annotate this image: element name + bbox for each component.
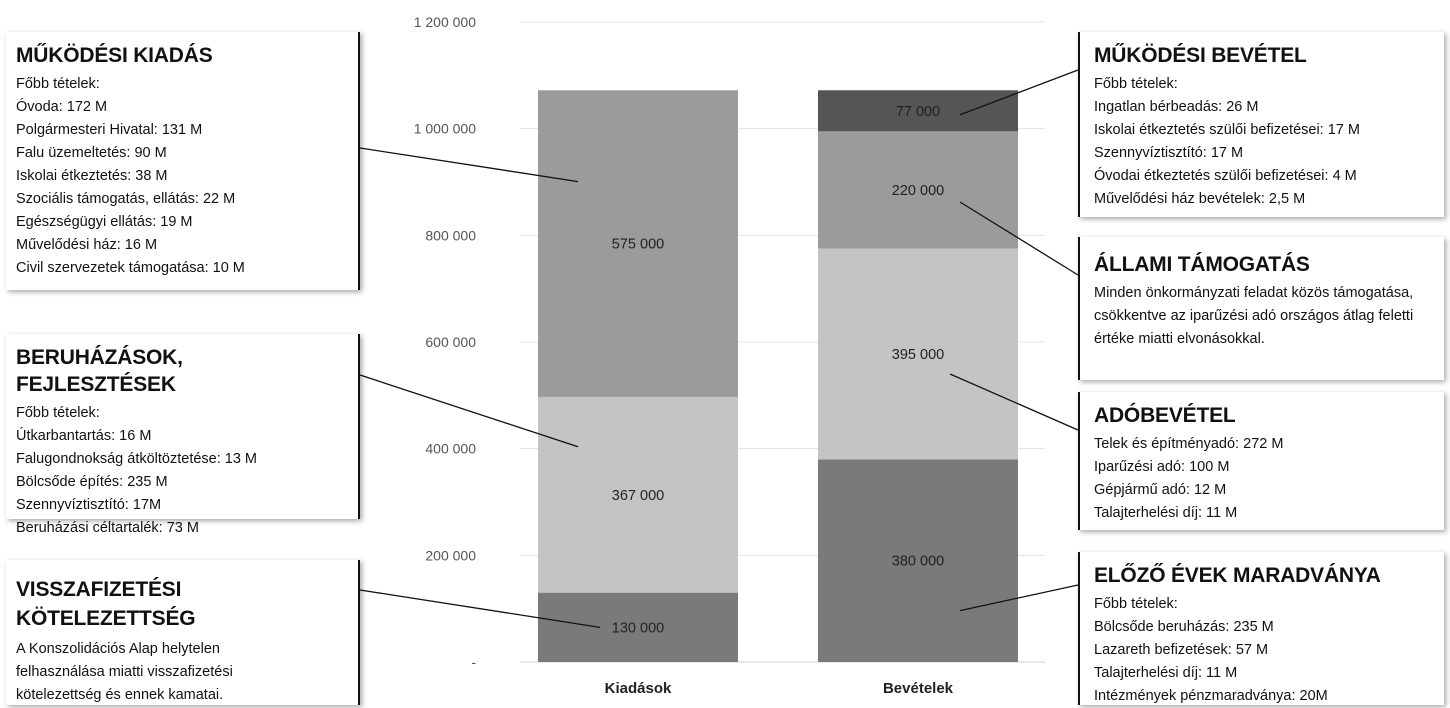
box-line: Iparűzési adó: 100 M: [1094, 459, 1230, 475]
connector-line: [949, 373, 1079, 431]
box-line: Művelődési ház bevételek: 2,5 M: [1094, 191, 1306, 207]
box-line: Bölcsőde beruházás: 235 M: [1094, 619, 1274, 635]
box-title: MŰKÖDÉSI BEVÉTEL: [1094, 44, 1307, 67]
box-line: Főbb tételek:: [1094, 76, 1178, 92]
box-line: Lazareth befizetések: 57 M: [1094, 642, 1269, 658]
box-lines: Főbb tételek: Ingatlan bérbeadás: 26 M Isk…: [1094, 73, 1436, 211]
box-line: Ingatlan bérbeadás: 26 M: [1094, 99, 1259, 115]
box-lines: Főbb tételek: Útkarbantartás: 16 M Falugon…: [16, 402, 344, 540]
visszafizetesi-box: VISSZAFIZETÉSI KÖTELEZETTSÉG A Konszolid…: [6, 560, 360, 705]
y-tick-label: 800 000: [425, 227, 476, 243]
box-title-line1: VISSZAFIZETÉSI: [16, 578, 182, 601]
bar-segment: [818, 90, 1018, 132]
box-line: Óvodai étkeztetés szülői befizetései: 4 …: [1094, 168, 1357, 184]
bars: 130 000 367 000 575 000 380 000 395 000 220 0…: [538, 90, 1018, 662]
connector-line: [359, 147, 579, 183]
data-label: 77 000: [896, 104, 940, 120]
y-axis-ticks: 1 200 000 1 000 000 800 000 600 000 400 000 2…: [414, 14, 477, 670]
mukodesi-kiadas-box: MŰKÖDÉSI KIADÁS Főbb tételek: Óvoda: 172 …: [6, 32, 360, 290]
connector-line: [959, 584, 1079, 612]
box-text: A Konszolidációs Alap helytelen felhaszn…: [16, 641, 233, 703]
y-tick-label: 400 000: [425, 441, 476, 457]
box-line: Óvoda: 172 M: [16, 99, 108, 115]
data-label: 380 000: [892, 554, 944, 570]
box-line: Bölcsőde építés: 235 M: [16, 474, 168, 490]
box-line: Iskolai étkeztetés szülői befizetései: 1…: [1094, 122, 1360, 138]
box-line: Szennyvíztisztító: 17 M: [1094, 145, 1244, 161]
box-line: Szennyvíztisztító: 17M: [16, 497, 162, 513]
box-text: Minden önkormányzati feladat közös támog…: [1094, 285, 1414, 347]
connector-line: [359, 589, 601, 628]
box-title: ELŐZŐ ÉVEK MARADVÁNYA: [1094, 564, 1381, 587]
data-label: 575 000: [612, 237, 664, 253]
box-title: BERUHÁZÁSOK, FEJLESZTÉSEK: [16, 346, 183, 396]
allami-tamogatas-box: ÁLLAMI TÁMOGATÁS Minden önkormányzati fe…: [1078, 237, 1444, 380]
box-line: Szociális támogatás, ellátás: 22 M: [16, 191, 236, 207]
connector-line: [959, 69, 1079, 116]
box-lines: Főbb tételek: Óvoda: 172 M Polgármesteri H…: [16, 73, 344, 280]
bar-segment: [818, 248, 1018, 460]
data-label: 130 000: [612, 620, 664, 636]
box-line: Civil szervezetek támogatása: 10 M: [16, 260, 245, 276]
elozo-evek-box: ELŐZŐ ÉVEK MARADVÁNYA Főbb tételek: Bölcs…: [1078, 552, 1444, 705]
y-tick-label: 1 200 000: [414, 14, 476, 30]
bar-segment: [818, 459, 1018, 662]
beruhazasok-box: BERUHÁZÁSOK, FEJLESZTÉSEK Főbb tételek: Ú…: [6, 334, 360, 536]
connector-line: [959, 201, 1079, 276]
bar-segment: [538, 396, 738, 593]
box-line: Művelődési ház: 16 M: [16, 237, 158, 253]
category-label: Bevételek: [883, 680, 954, 697]
box-line: Polgármesteri Hivatal: 131 M: [16, 122, 203, 138]
category-labels: Kiadások Bevételek: [605, 680, 954, 697]
box-line: Főbb tételek:: [16, 76, 100, 92]
box-line: Gépjármű adó: 12 M: [1094, 482, 1227, 498]
bar-segment: [818, 131, 1018, 249]
connector-lines: [359, 69, 1079, 628]
box-line: Főbb tételek:: [16, 405, 100, 421]
data-label: 395 000: [892, 347, 944, 363]
box-line: Beruházási céltartalék: 73 M: [16, 520, 199, 536]
data-label: 367 000: [612, 488, 664, 504]
box-title: ADÓBEVÉTEL: [1094, 404, 1236, 427]
box-title-line2: KÖTELEZETTSÉG: [16, 607, 196, 630]
box-line: Talajterhelési díj: 11 M: [1094, 505, 1238, 521]
box-lines: Főbb tételek: Bölcsőde beruházás: 235 M La…: [1094, 593, 1436, 708]
box-lines: Telek és építményadó: 272 M Iparűzési adó…: [1094, 433, 1436, 525]
adobevetel-box: ADÓBEVÉTEL Telek és építményadó: 272 M Ip…: [1078, 392, 1444, 530]
box-line: Intézmények pénzmaradványa: 20M: [1094, 688, 1328, 704]
box-title: ÁLLAMI TÁMOGATÁS: [1094, 253, 1310, 276]
y-tick-label: -: [471, 654, 476, 670]
y-tick-label: 600 000: [425, 334, 476, 350]
box-title: MŰKÖDÉSI KIADÁS: [16, 44, 213, 67]
box-line: Falu üzemeltetés: 90 M: [16, 145, 167, 161]
box-line: Talajterhelési díj: 11 M: [1094, 665, 1238, 681]
bar-segment: [538, 90, 738, 397]
box-line: Iskolai étkeztetés: 38 M: [16, 168, 168, 184]
box-line: Főbb tételek:: [1094, 596, 1178, 612]
box-line: Telek és építményadó: 272 M: [1094, 436, 1284, 452]
category-label: Kiadások: [605, 680, 672, 697]
box-line: Egészségügyi ellátás: 19 M: [16, 214, 193, 230]
y-tick-label: 1 000 000: [414, 121, 476, 137]
data-label: 220 000: [892, 183, 944, 199]
bar-segment: [538, 592, 738, 662]
box-line: Útkarbantartás: 16 M: [16, 428, 152, 444]
connector-line: [359, 374, 579, 448]
y-tick-label: 200 000: [425, 547, 476, 563]
mukodesi-bevetel-box: MŰKÖDÉSI BEVÉTEL Főbb tételek: Ingatlan b…: [1078, 32, 1444, 217]
box-line: Falugondnokság átköltöztetése: 13 M: [16, 451, 258, 467]
